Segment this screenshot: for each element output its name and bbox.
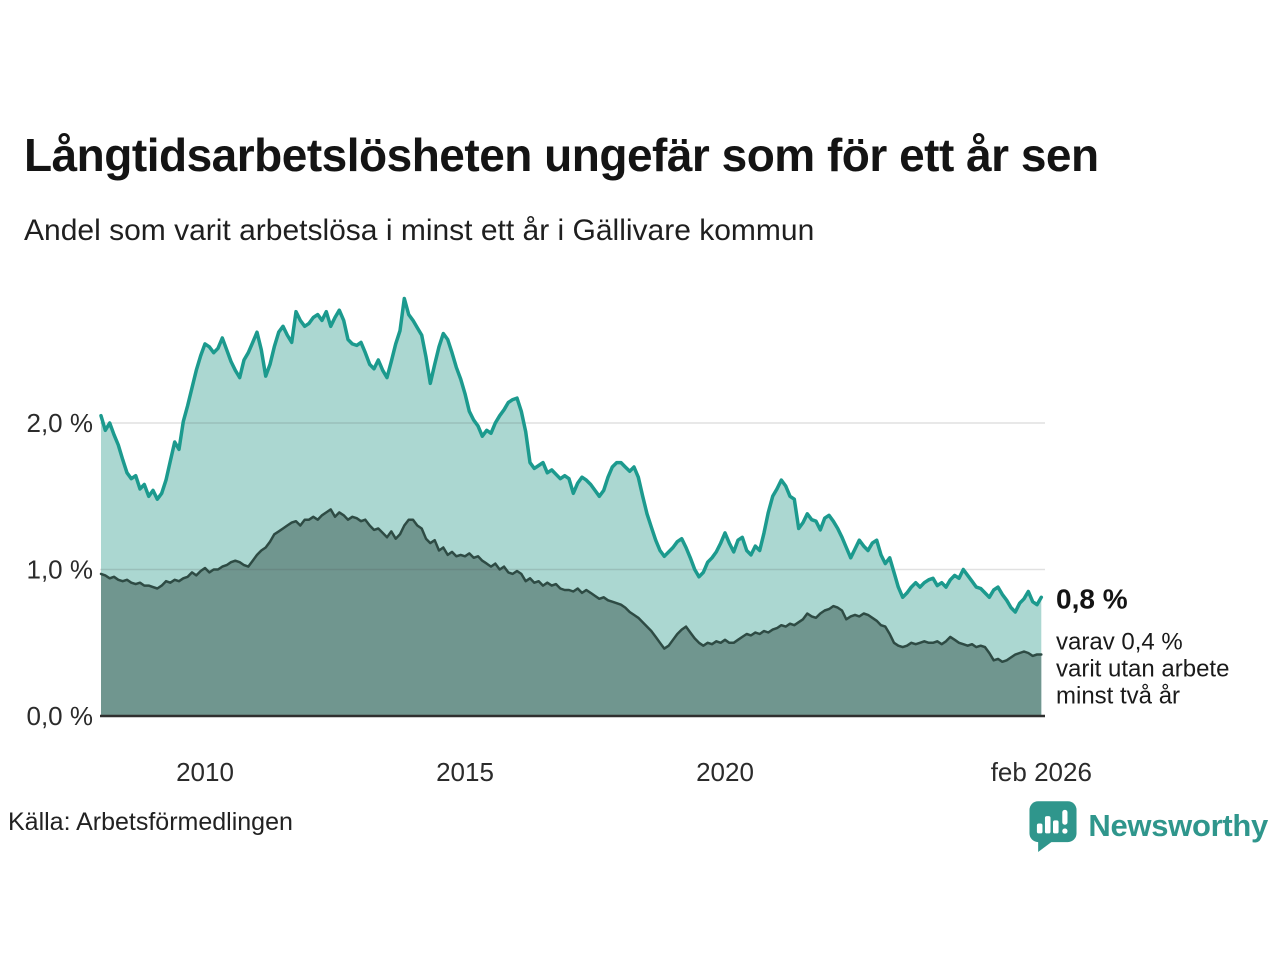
logo-bar-short	[1037, 823, 1043, 834]
x-tick-label: 2010	[176, 757, 234, 787]
x-tick-label: feb 2026	[991, 757, 1092, 787]
page-subtitle: Andel som varit arbetslösa i minst ett å…	[24, 214, 815, 247]
total-line	[99, 296, 1044, 614]
y-tick-label: 1,0 %	[27, 555, 94, 585]
logo-bar-medium	[1053, 820, 1059, 834]
latest-value-label: 0,8 %	[1056, 583, 1128, 614]
x-tick-label: 2020	[696, 757, 754, 787]
logo-exclamation-dot	[1062, 828, 1068, 834]
source-note: Källa: Arbetsförmedlingen	[8, 808, 293, 836]
latest-value-note: varav 0,4 %	[1056, 628, 1183, 655]
newsworthy-logo-icon	[1029, 801, 1077, 852]
logo-exclamation-stem	[1062, 809, 1068, 825]
latest-value-note: minst två år	[1056, 682, 1180, 709]
logo-bar-tall	[1045, 816, 1051, 834]
two-year-line	[99, 508, 1043, 664]
y-tick-label: 0,0 %	[27, 701, 94, 731]
newsworthy-logo: Newsworthy	[1028, 800, 1268, 852]
two-year-area	[101, 509, 1042, 716]
latest-value-note: varit utan arbete	[1056, 655, 1229, 682]
x-tick-label: 2015	[436, 757, 494, 787]
y-tick-label: 2,0 %	[27, 408, 94, 438]
brand-name: Newsworthy	[1088, 808, 1268, 843]
page-title: Långtidsarbetslösheten ungefär som för e…	[24, 129, 1099, 181]
